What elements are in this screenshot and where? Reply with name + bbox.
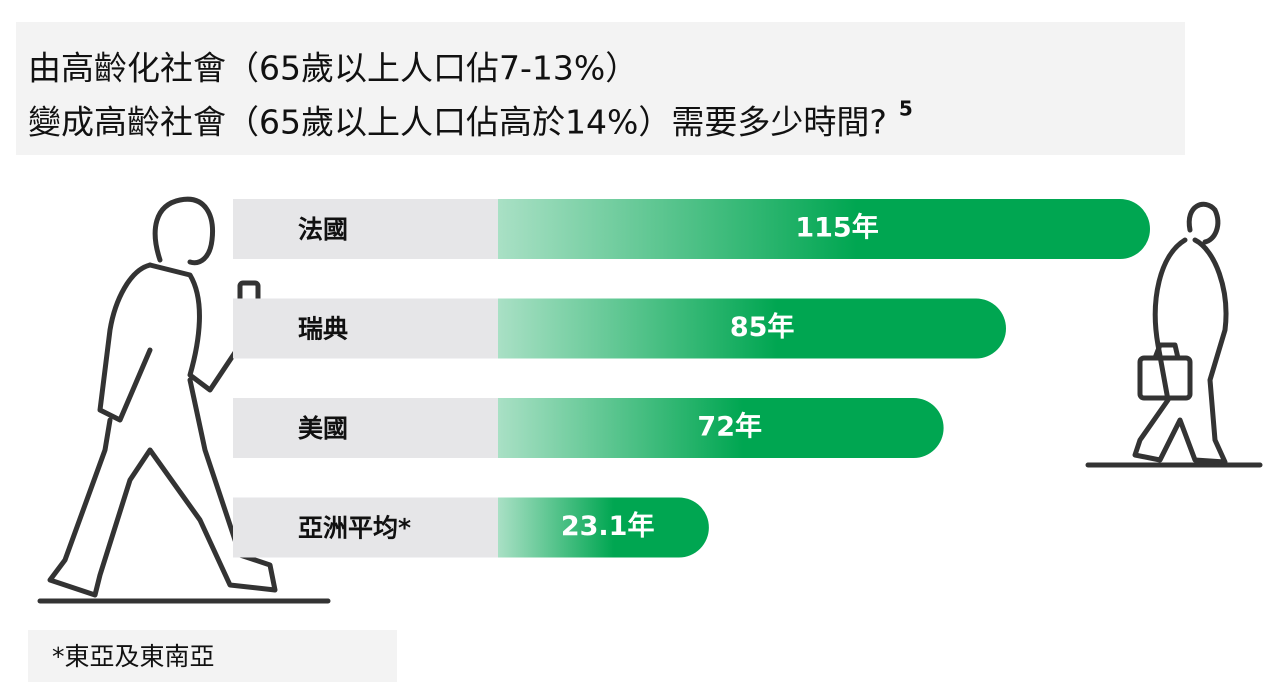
value-label: 72年	[697, 411, 762, 443]
bar	[498, 199, 1150, 259]
footnote-background	[28, 630, 397, 682]
category-background	[233, 398, 498, 458]
category-label: 美國	[298, 414, 348, 443]
value-label: 115年	[795, 212, 878, 244]
title-note: 5	[899, 97, 913, 121]
category-background	[233, 298, 498, 359]
category-background	[233, 199, 498, 259]
value-label: 85年	[730, 311, 795, 343]
footnote: *東亞及東南亞	[52, 642, 215, 671]
bar	[498, 497, 709, 558]
title-background	[16, 22, 1185, 155]
chart-title-line: 由高齡化社會（65歲以上人口佔7-13%）	[28, 49, 638, 88]
walking-figure	[1085, 201, 1263, 468]
value-label: 23.1年	[561, 510, 655, 542]
category-label: 亞洲平均*	[298, 514, 411, 543]
chart-title-line: 變成高齡社會（65歲以上人口佔高於14%）需要多少時間?	[28, 103, 887, 142]
bar	[498, 298, 1007, 359]
category-label: 瑞典	[298, 315, 348, 344]
category-label: 法國	[298, 215, 348, 244]
category-background	[233, 497, 498, 558]
bar	[498, 398, 944, 458]
